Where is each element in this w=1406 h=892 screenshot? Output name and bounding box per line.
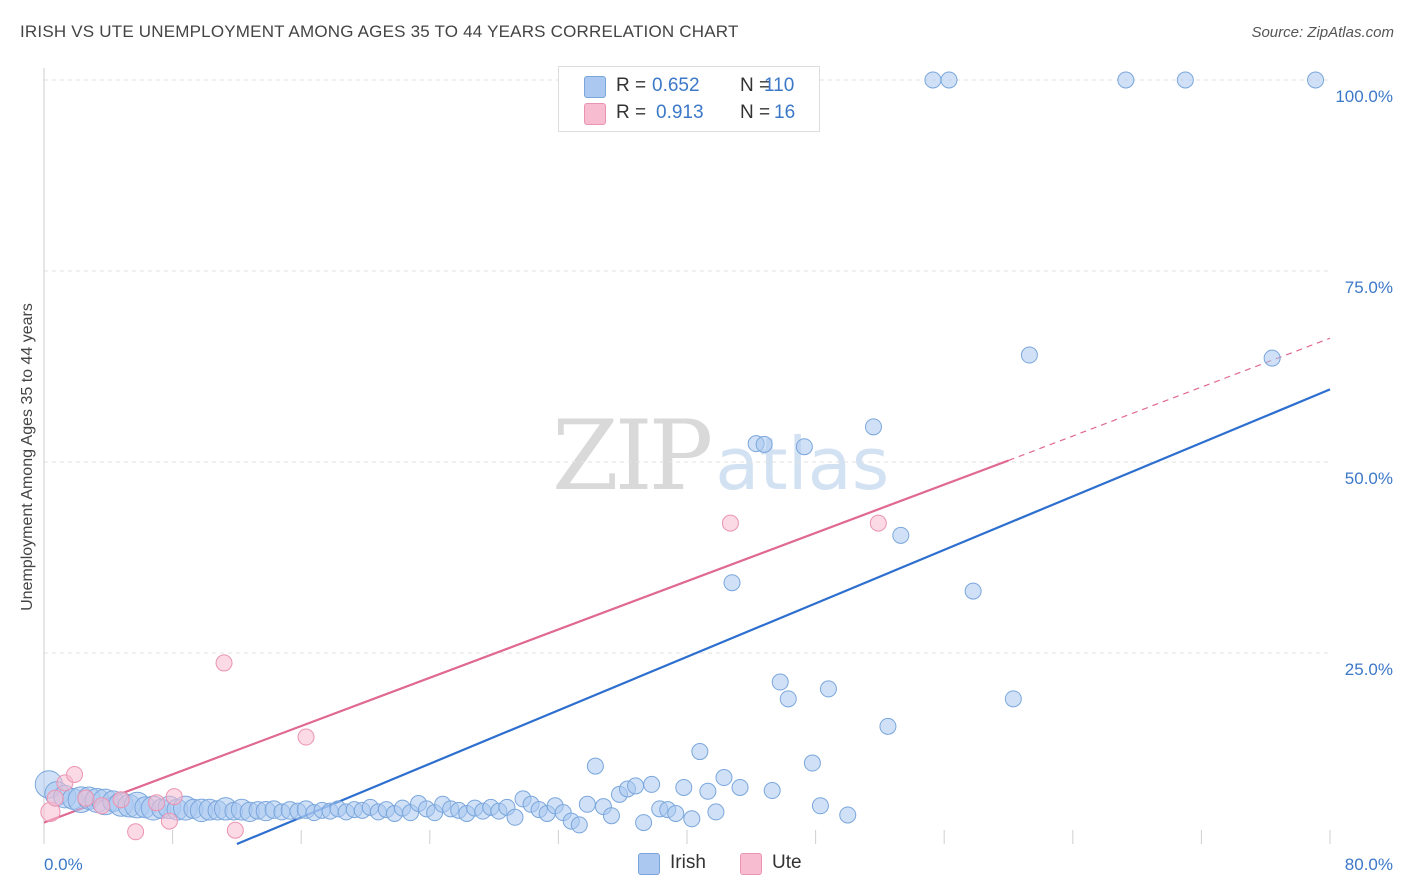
ute-point	[226, 821, 244, 839]
y-tick-label: 75.0%	[1345, 278, 1393, 297]
chart-title: IRISH VS UTE UNEMPLOYMENT AMONG AGES 35 …	[20, 22, 739, 41]
ute-r-value: 0.913	[656, 102, 704, 123]
irish-point	[803, 754, 821, 772]
ute-n-value: 16	[774, 102, 796, 123]
ute-trend-extension	[1008, 337, 1331, 462]
irish-point	[699, 782, 717, 800]
x-tick-label: 80.0%	[1345, 855, 1393, 874]
irish-point	[763, 782, 781, 800]
ute-legend-label: Ute	[772, 852, 802, 873]
ute-point	[160, 812, 178, 830]
irish-point	[627, 777, 645, 795]
irish-point	[707, 803, 725, 821]
trend-lines	[43, 337, 1331, 846]
irish-point	[683, 810, 701, 828]
ute-point	[215, 654, 233, 672]
irish-point	[635, 814, 653, 832]
irish-point	[924, 71, 942, 89]
irish-point	[506, 808, 524, 826]
ute-point	[148, 794, 166, 812]
ute-trend-line	[43, 459, 1009, 824]
y-tick-label: 100.0%	[1335, 87, 1393, 106]
ute-point	[297, 728, 315, 746]
irish-legend-swatch	[638, 853, 660, 875]
irish-r-value: 0.652	[652, 75, 700, 96]
irish-trend-line	[236, 388, 1331, 846]
ute-points	[40, 514, 887, 841]
ute-point	[77, 789, 95, 807]
irish-point	[675, 778, 693, 796]
irish-point	[691, 743, 709, 761]
correlation-legend: R = 0.652 N = 110 R = 0.913 N = 16	[558, 66, 820, 132]
irish-point	[667, 804, 685, 822]
ute-point	[127, 823, 145, 841]
irish-n-value: 110	[764, 75, 795, 96]
irish-point	[839, 806, 857, 824]
irish-r-label: R =	[616, 75, 647, 96]
irish-point	[771, 673, 789, 691]
ute-point	[93, 797, 111, 815]
irish-point	[892, 526, 910, 544]
x-tick-label: 0.0%	[44, 855, 83, 874]
irish-point	[819, 680, 837, 698]
tick-labels: 100.0% 75.0% 50.0% 25.0% 0.0% 80.0%	[44, 87, 1393, 874]
irish-point	[1020, 346, 1038, 364]
irish-swatch	[584, 76, 606, 98]
irish-point	[864, 418, 882, 436]
gridlines	[44, 79, 1330, 654]
irish-point	[1307, 71, 1325, 89]
irish-point	[795, 438, 813, 456]
irish-point	[731, 778, 749, 796]
ute-point	[721, 514, 739, 532]
ute-point	[112, 791, 130, 809]
irish-points	[34, 71, 1325, 834]
irish-point	[715, 769, 733, 787]
irish-point	[643, 775, 661, 793]
irish-point	[940, 71, 958, 89]
irish-point	[602, 807, 620, 825]
y-tick-label: 25.0%	[1345, 660, 1393, 679]
axes	[43, 68, 1331, 844]
irish-point	[879, 717, 897, 735]
irish-point	[723, 574, 741, 592]
irish-point	[1117, 71, 1135, 89]
source-credit: Source: ZipAtlas.com	[1251, 24, 1394, 41]
irish-point	[755, 435, 773, 453]
ute-point	[165, 788, 183, 806]
ute-swatch	[584, 103, 606, 125]
irish-n-label: N =	[740, 75, 771, 96]
irish-point	[570, 816, 588, 834]
ute-r-label: R =	[616, 102, 647, 123]
irish-point	[779, 690, 797, 708]
ute-n-label: N =	[740, 102, 771, 123]
ute-point	[66, 765, 84, 783]
y-tick-label: 50.0%	[1345, 469, 1393, 488]
ute-legend-swatch	[740, 853, 762, 875]
irish-point	[1004, 690, 1022, 708]
irish-point	[1263, 349, 1281, 367]
irish-point	[811, 797, 829, 815]
irish-legend-label: Irish	[670, 852, 706, 873]
ute-point	[46, 789, 64, 807]
irish-point	[578, 795, 596, 813]
irish-point	[586, 757, 604, 775]
irish-point	[1176, 71, 1194, 89]
ute-point	[869, 514, 887, 532]
irish-point	[964, 582, 982, 600]
